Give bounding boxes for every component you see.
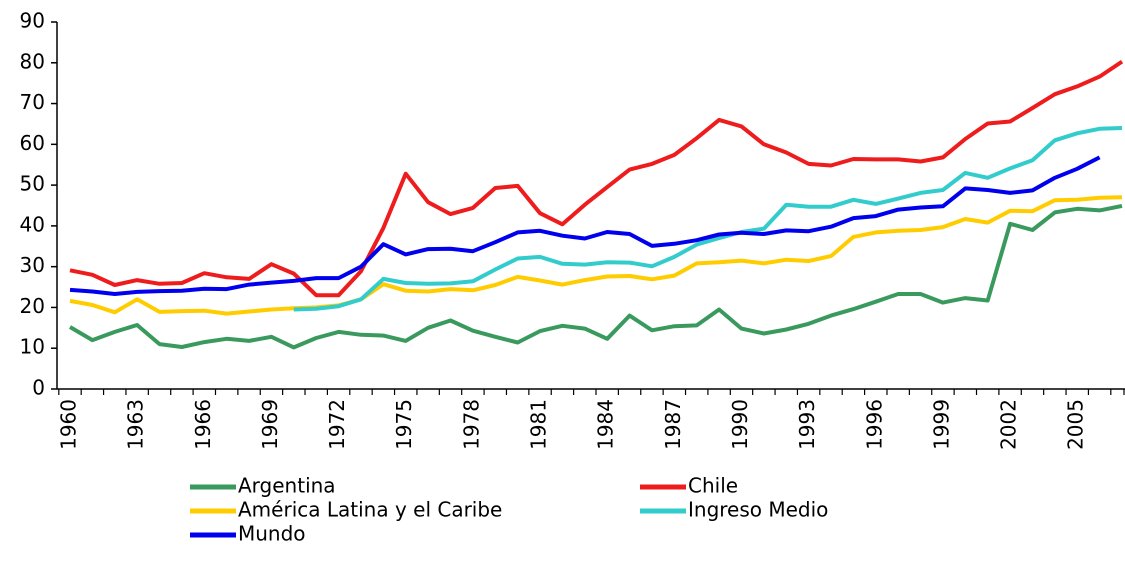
series-line bbox=[69, 155, 1101, 296]
x-tick-label: 1996 bbox=[862, 399, 886, 450]
series-line bbox=[69, 59, 1124, 298]
x-tick-label: 1999 bbox=[929, 399, 953, 450]
x-tick-label: 1990 bbox=[728, 399, 752, 450]
x-tick-label: 1984 bbox=[594, 399, 618, 450]
y-tick-label: 60 bbox=[20, 131, 45, 155]
x-tick-label: 1960 bbox=[57, 399, 81, 450]
x-tick-label: 1981 bbox=[527, 399, 551, 450]
x-tick-label: 1975 bbox=[392, 399, 416, 450]
x-tick-label: 1972 bbox=[325, 399, 349, 450]
legend-label: Chile bbox=[688, 474, 738, 498]
y-tick-label: 50 bbox=[20, 172, 45, 196]
series-line bbox=[68, 203, 1123, 350]
x-tick-label: 1978 bbox=[459, 399, 483, 450]
y-tick-label: 70 bbox=[20, 90, 45, 114]
legend-label: Mundo bbox=[238, 522, 306, 546]
x-tick-label: 1966 bbox=[191, 399, 215, 450]
y-tick-label: 30 bbox=[20, 253, 45, 277]
y-tick-label: 10 bbox=[20, 335, 45, 359]
legend-label: Ingreso Medio bbox=[688, 498, 828, 522]
legend-label: América Latina y el Caribe bbox=[238, 498, 502, 522]
series-line bbox=[293, 126, 1123, 312]
y-tick-label: 90 bbox=[20, 9, 45, 33]
x-tick-label: 1963 bbox=[124, 399, 148, 450]
y-tick-label: 0 bbox=[32, 376, 45, 400]
series-line bbox=[69, 195, 1123, 316]
y-tick-label: 40 bbox=[20, 212, 45, 236]
x-tick-label: 1969 bbox=[258, 399, 282, 450]
x-tick-label: 1993 bbox=[795, 399, 819, 450]
x-tick-label: 1987 bbox=[661, 399, 685, 450]
legend-label: Argentina bbox=[238, 474, 336, 498]
y-tick-label: 80 bbox=[20, 49, 45, 73]
x-tick-label: 2002 bbox=[997, 399, 1021, 450]
y-tick-label: 20 bbox=[20, 294, 45, 318]
x-tick-label: 2005 bbox=[1064, 399, 1088, 450]
